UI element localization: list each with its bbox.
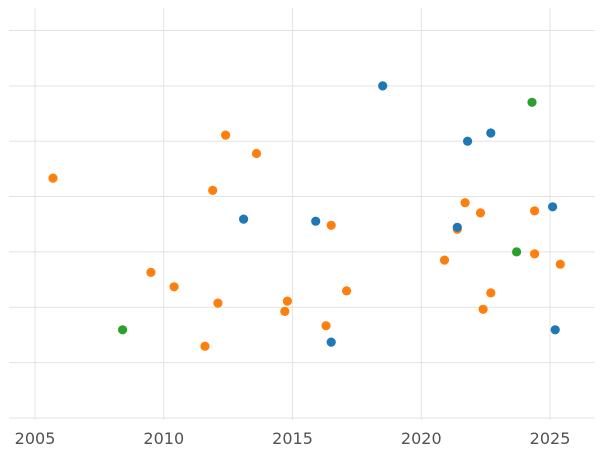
data-point-green — [527, 97, 537, 107]
data-point-orange — [530, 206, 540, 216]
data-point-orange — [321, 321, 331, 331]
data-point-blue — [239, 214, 249, 224]
data-point-orange — [282, 296, 292, 306]
data-point-blue — [452, 222, 462, 232]
data-point-orange — [486, 288, 496, 298]
data-point-green — [511, 247, 522, 257]
data-point-orange — [48, 173, 58, 183]
data-point-blue — [486, 128, 496, 138]
data-point-orange — [460, 198, 470, 208]
data-point-orange — [251, 148, 262, 159]
data-point-orange — [208, 185, 218, 195]
data-point-orange — [555, 259, 565, 269]
data-point-blue — [311, 216, 321, 226]
data-point-blue — [548, 202, 558, 212]
x-tick-label: 2020 — [401, 429, 442, 448]
data-point-orange — [200, 341, 210, 351]
data-point-orange — [530, 249, 540, 259]
data-point-orange — [439, 255, 450, 265]
data-point-blue — [378, 81, 388, 91]
data-point-orange — [213, 298, 223, 308]
data-point-blue — [326, 337, 336, 347]
data-point-blue — [463, 136, 473, 146]
data-point-orange — [326, 220, 336, 230]
data-point-orange — [342, 286, 352, 296]
data-point-orange — [478, 304, 488, 314]
x-tick-label: 2005 — [15, 429, 56, 448]
x-tick-label: 2015 — [272, 429, 313, 448]
data-point-orange — [146, 267, 156, 277]
x-tick-label: 2010 — [143, 429, 184, 448]
data-point-orange — [169, 282, 179, 292]
data-point-orange — [221, 130, 231, 140]
data-point-orange — [475, 208, 486, 218]
data-point-blue — [550, 325, 560, 335]
x-tick-label: 2025 — [530, 429, 571, 448]
data-point-green — [118, 325, 128, 335]
data-point-orange — [280, 306, 290, 316]
